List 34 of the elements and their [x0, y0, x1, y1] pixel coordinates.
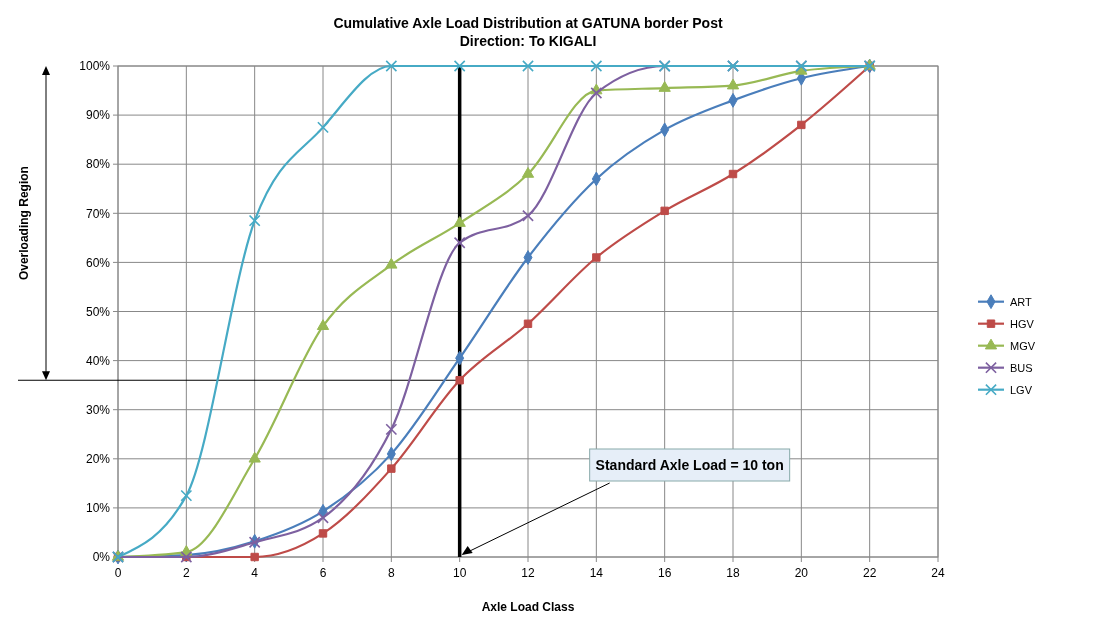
- x-tick-label: 16: [657, 566, 672, 580]
- y-tick-label: 40%: [85, 353, 111, 368]
- annotation: Standard Axle Load = 10 ton: [595, 456, 784, 473]
- y-tick-label: 30%: [85, 402, 111, 417]
- legend-label: MGV: [1010, 339, 1036, 352]
- x-tick-label: 12: [521, 566, 535, 580]
- y-tick-label: 10%: [85, 501, 111, 516]
- x-tick-label: 6: [319, 566, 327, 580]
- legend-label: HGV: [1010, 317, 1035, 330]
- y-tick-label: 80%: [85, 157, 111, 172]
- x-tick-label: 8: [387, 566, 395, 580]
- x-tick-label: 14: [589, 566, 604, 580]
- y-tick-label: 70%: [85, 206, 111, 221]
- text: Overloading Region: [17, 166, 31, 281]
- x-tick-label: 18: [726, 566, 740, 580]
- y-tick-label: 50%: [85, 304, 111, 319]
- legend-label: BUS: [1010, 361, 1033, 374]
- x-tick-label: 22: [862, 566, 877, 580]
- chart-title: Cumulative Axle Load Distribution at GATUNA border Post: [333, 15, 723, 31]
- x-tick-label: 24: [931, 566, 945, 580]
- y-tick-label: 90%: [85, 108, 111, 123]
- x-tick-label: 0: [114, 566, 122, 580]
- x-tick-label: 10: [452, 566, 467, 580]
- y-tick-label: 20%: [85, 452, 111, 466]
- x-tick-label: 2: [182, 566, 190, 580]
- y-tick-label: 0%: [92, 550, 111, 565]
- x-tick-label: 20: [794, 566, 809, 580]
- x-axis-title: Axle Load Class: [481, 600, 575, 614]
- legend-label: LGV: [1010, 383, 1033, 396]
- y-tick-label: 100%: [79, 59, 111, 74]
- chart-subtitle: Direction: To KIGALI: [459, 33, 597, 49]
- y-tick-label: 60%: [85, 255, 111, 270]
- x-tick-label: 4: [251, 566, 259, 580]
- legend-label: ART: [1010, 295, 1033, 308]
